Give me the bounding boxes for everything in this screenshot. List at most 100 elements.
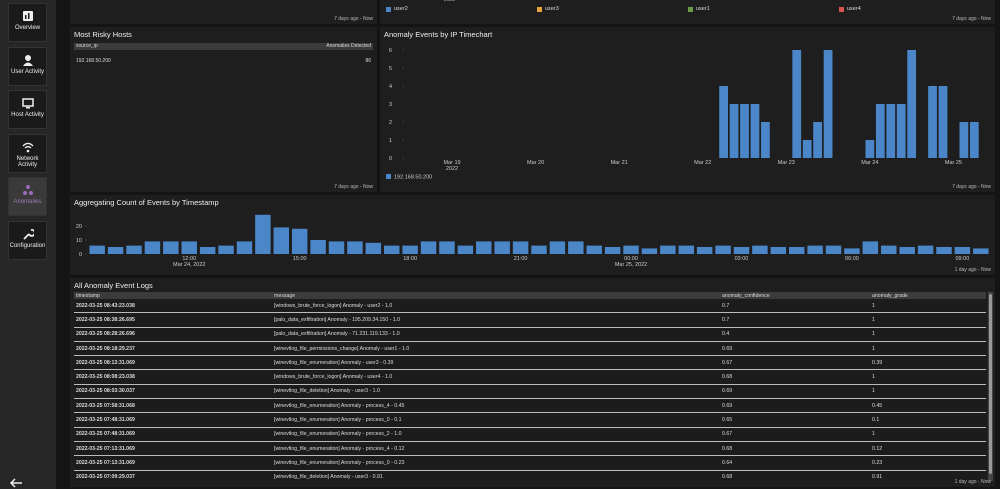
cell: 2022-03-25 08:28:26.696: [74, 327, 272, 342]
bar: [347, 241, 363, 254]
bar: [660, 245, 676, 254]
cell: [windows_brute_force_logon] Anomaly - us…: [272, 299, 720, 314]
scrollbar[interactable]: [988, 292, 993, 481]
x-tick-sublabel: Mar 24, 2022: [173, 262, 205, 268]
nav-label: Host Activity: [11, 112, 44, 118]
cell: 0.7: [720, 312, 870, 328]
cell: 1: [870, 384, 986, 400]
y-tick-label: 20: [76, 224, 82, 230]
header-row: timestamp message anomaly_confidence anomal…: [74, 292, 986, 299]
cell: 0.64: [720, 455, 870, 471]
bar: [586, 245, 602, 254]
table-wrap: timestamp message anomaly_confidence anomal…: [74, 292, 986, 481]
panel-title: All Anomaly Event Logs: [74, 281, 153, 290]
bar: [917, 245, 934, 254]
log-table: timestamp message anomaly_confidence anomal…: [74, 292, 986, 481]
bar: [623, 245, 639, 254]
x-tick-label: 12:00: [182, 256, 196, 262]
cell: 2022-03-25 08:43:23.038: [74, 299, 272, 314]
bar: [199, 247, 216, 254]
bar: [823, 50, 833, 158]
bar: [959, 122, 969, 158]
bar: [938, 86, 948, 158]
log-row: 2022-03-25 08:43:23.038 [windows_brute_fo…: [74, 299, 986, 314]
cell: [winevtlog_file_enumeration] Anomaly - p…: [272, 412, 720, 428]
bar: [568, 241, 584, 254]
cell: 0.45: [870, 398, 986, 414]
cell: 2022-03-25 08:38:26.695: [74, 312, 272, 328]
cell: 2022-03-25 08:18:29.237: [74, 341, 272, 357]
nav-button[interactable]: Anomalies: [8, 177, 47, 216]
cell: 0.4: [720, 327, 870, 342]
nav-label: User Activity: [10, 69, 44, 75]
bar: [844, 248, 860, 254]
cell: 0.23: [870, 455, 986, 471]
timechart-panel: Anomaly Events by IP Timechart 0 1 2 3 4 5 6 Ma…: [380, 27, 995, 192]
column-header: anomaly_grade: [870, 292, 986, 299]
y-tick-label: 3: [389, 102, 392, 108]
nav-button[interactable]: Network Activity: [8, 134, 47, 173]
bar: [402, 245, 418, 254]
y-tick-label: 4: [389, 84, 392, 90]
column-header: source_ip: [76, 43, 98, 49]
y-tick-label: 5: [389, 66, 392, 72]
bar: [807, 245, 823, 254]
bar: [862, 241, 879, 254]
cell: 0.68: [720, 441, 870, 457]
legend-label: user2: [394, 6, 408, 12]
panel-title: Anomaly Events by IP Timechart: [384, 30, 493, 39]
cell: 0.68: [720, 369, 870, 385]
x-tick-label: 18:00: [403, 256, 417, 262]
sidebar: Overview User Activity Host Activity Net…: [0, 0, 56, 489]
cell: [winevtlog_file_enumeration] Anomaly - p…: [272, 455, 720, 471]
cell: [winevtlog_file_enumeration] Anomaly - u…: [272, 355, 720, 371]
bar: [936, 247, 952, 254]
time-range: 7 days ago - Now: [334, 184, 373, 190]
cell: 1: [870, 427, 986, 442]
log-row: 2022-03-25 08:18:29.237 [winevtlog_file_p…: [74, 341, 986, 357]
legend-item: user4: [839, 6, 861, 12]
nav-button[interactable]: User Activity: [8, 47, 47, 86]
nav-label: Network Activity: [16, 156, 39, 168]
x-tick-sublabel: Mar 25, 2022: [615, 262, 647, 268]
cell: 2022-03-25 07:58:31.068: [74, 398, 272, 414]
cell: 0.12: [870, 441, 986, 457]
column-header: timestamp: [74, 292, 272, 299]
cell: 1: [870, 369, 986, 385]
axis-year: 2022: [444, 0, 456, 3]
bar: [761, 122, 770, 158]
cell: [winevtlog_file_deletion] Anomaly - user…: [272, 384, 720, 400]
cell: 0.65: [720, 412, 870, 428]
cell: [windows_brute_force_logon] Anomaly - us…: [272, 369, 720, 385]
x-tick-label: 03:00: [735, 256, 749, 262]
x-tick-label: Mar 21: [611, 160, 628, 166]
log-row: 2022-03-25 08:13:31.069 [winevtlog_file_e…: [74, 355, 986, 371]
back-arrow[interactable]: [9, 478, 23, 488]
y-tick-label: 0: [79, 252, 82, 258]
x-tick-label: Mar 24: [861, 160, 878, 166]
cell: 0.1: [870, 412, 986, 428]
log-row: 2022-03-25 07:13:31.069 [winevtlog_file_e…: [74, 455, 986, 471]
cell: 0.69: [720, 384, 870, 400]
bar: [788, 247, 805, 254]
cell: [palo_data_exfiltration] Anomaly - 71.23…: [272, 327, 720, 342]
time-range: 7 days ago - Now: [334, 16, 373, 22]
x-tick-label: 15:00: [293, 256, 307, 262]
event-logs-panel: All Anomaly Event Logs timestamp message a…: [70, 278, 995, 487]
nav-button[interactable]: Overview: [8, 3, 47, 42]
bar: [825, 245, 842, 254]
bar: [907, 50, 917, 158]
time-range: 1 day ago - Now: [954, 479, 991, 485]
bar: [126, 245, 142, 254]
nav-button[interactable]: Configuration: [8, 221, 47, 260]
cell: 2022-03-25 07:13:31.069: [74, 441, 272, 457]
risky-hosts-panel: Most Risky Hosts source_ip Anomalies Det…: [70, 27, 377, 192]
x-tick-label: 06:00: [845, 256, 859, 262]
column-header: Anomalies Detected: [326, 43, 371, 49]
bar: [954, 247, 971, 254]
cell: 0.7: [720, 299, 870, 314]
x-tick-label: Mar 22: [694, 160, 711, 166]
legend-swatch: [537, 6, 542, 12]
nav-button[interactable]: Host Activity: [8, 90, 47, 129]
